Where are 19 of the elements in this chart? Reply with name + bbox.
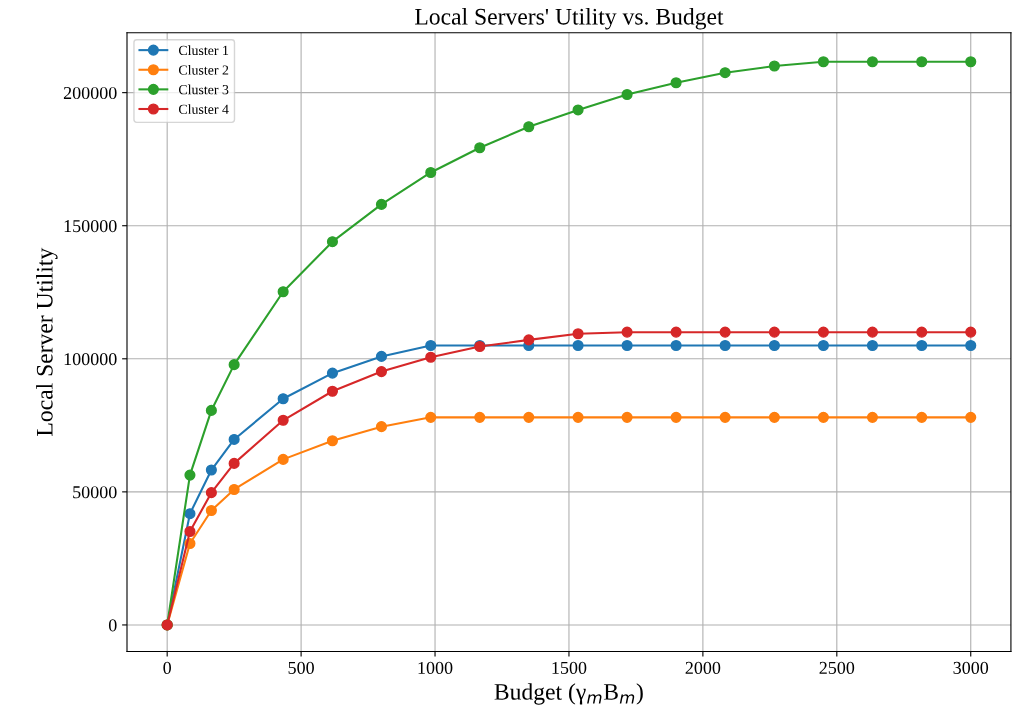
x-tick-label: 0 (163, 661, 171, 674)
x-tick-label: 3000 (953, 661, 989, 674)
y-tick-label: 50000 (73, 486, 117, 499)
legend-label: Cluster 1 (178, 45, 229, 56)
y-tick-label: 150000 (64, 219, 117, 233)
legend-label: Cluster 2 (178, 64, 229, 75)
x-tick-label: 1000 (418, 661, 453, 674)
legend-label: Cluster 3 (178, 84, 229, 95)
x-tick-label: 1500 (552, 661, 587, 674)
x-axis-title: Budget (γ$_{m}$B$_{m}$) (494, 683, 643, 705)
chart-title: Local Servers' Utility vs. Budget (415, 8, 724, 30)
y-tick-label: 200000 (63, 86, 117, 100)
y-tick-label: 100000 (64, 353, 117, 366)
x-tick-label: 2000 (685, 661, 721, 674)
legend-label: Cluster 4 (178, 104, 229, 114)
x-tick-label: 2500 (819, 661, 855, 674)
y-tick-label: 0 (108, 619, 117, 632)
y-axis-title: Local Server Utility (36, 247, 58, 436)
x-tick-label: 500 (288, 661, 314, 674)
